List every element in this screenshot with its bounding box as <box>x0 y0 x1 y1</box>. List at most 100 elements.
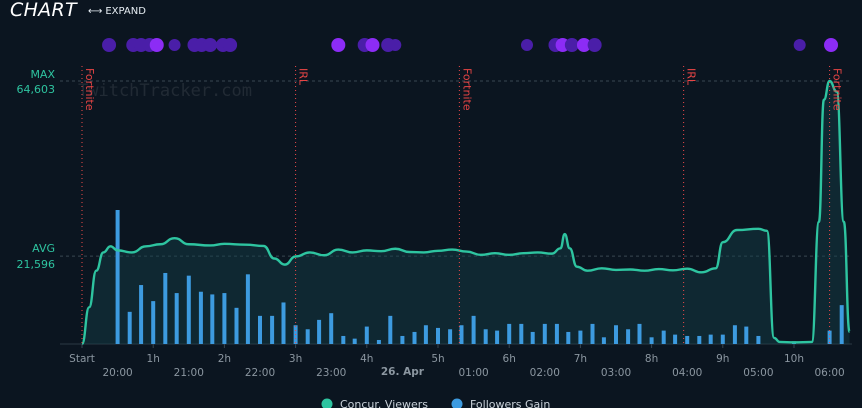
legend-item-followers[interactable]: Followers Gain <box>451 398 551 408</box>
followers-bar[interactable] <box>483 329 488 344</box>
followers-bar[interactable] <box>685 335 690 344</box>
followers-bar[interactable] <box>317 319 322 344</box>
legend-viewers-label: Concur. Viewers <box>340 398 428 408</box>
followers-bar[interactable] <box>756 335 761 344</box>
followers-bar[interactable] <box>614 325 618 344</box>
followers-bar[interactable] <box>673 334 678 344</box>
followers-bar[interactable] <box>115 210 120 344</box>
followers-bar[interactable] <box>376 339 381 344</box>
clock-tick-label: 20:00 <box>102 367 132 379</box>
followers-bar[interactable] <box>222 293 227 344</box>
clock-tick-label: 23:00 <box>316 367 346 379</box>
followers-bar[interactable] <box>661 330 666 344</box>
viewers-area <box>82 81 850 344</box>
followers-bar[interactable] <box>174 293 179 344</box>
event-dot[interactable] <box>223 38 238 52</box>
followers-bar[interactable] <box>245 274 250 344</box>
category-marker-label: Fortnite <box>460 68 473 111</box>
followers-bar[interactable] <box>234 307 239 344</box>
legend-followers-label: Followers Gain <box>470 398 550 408</box>
followers-bar[interactable] <box>530 331 535 344</box>
followers-bar[interactable] <box>649 337 654 344</box>
followers-bar[interactable] <box>388 315 393 344</box>
event-dot[interactable] <box>564 38 579 52</box>
followers-bar[interactable] <box>198 291 203 344</box>
followers-bar[interactable] <box>459 325 464 344</box>
followers-bar[interactable] <box>495 330 500 344</box>
expand-label: EXPAND <box>105 6 146 17</box>
category-marker-label: IRL <box>685 68 698 86</box>
duration-tick-label: 3h <box>289 353 302 365</box>
clock-tick-label: 02:00 <box>530 367 560 379</box>
duration-tick-label: 10h <box>784 353 804 365</box>
expand-button[interactable]: ⟷ EXPAND <box>88 6 146 17</box>
event-dot[interactable] <box>168 39 181 51</box>
followers-bar[interactable] <box>507 323 512 344</box>
followers-bar[interactable] <box>578 330 583 344</box>
event-dot[interactable] <box>824 38 839 52</box>
followers-bar[interactable] <box>400 335 405 344</box>
event-dot[interactable] <box>587 38 602 52</box>
duration-tick-label: 1h <box>147 353 160 365</box>
followers-bar[interactable] <box>839 305 844 344</box>
event-dot[interactable] <box>793 39 806 51</box>
followers-bar[interactable] <box>352 338 357 344</box>
followers-bar[interactable] <box>566 331 571 344</box>
legend-item-viewers[interactable]: Concur. Viewers <box>321 398 429 408</box>
followers-bar[interactable] <box>341 335 346 344</box>
max-value: 64,603 <box>17 83 56 96</box>
chart-title: CHART <box>10 0 77 21</box>
followers-bar[interactable] <box>412 331 417 344</box>
followers-bar[interactable] <box>305 329 310 344</box>
followers-bar[interactable] <box>163 272 168 344</box>
event-dot[interactable] <box>149 38 164 52</box>
event-dot[interactable] <box>521 39 533 51</box>
avg-value: 21,596 <box>17 258 56 271</box>
clock-tick-label: 22:00 <box>245 367 275 379</box>
followers-bar[interactable] <box>210 294 215 344</box>
followers-bar[interactable] <box>258 315 262 344</box>
followers-bar[interactable] <box>186 275 191 344</box>
followers-bar[interactable] <box>590 323 595 344</box>
followers-bar[interactable] <box>626 329 631 344</box>
event-dots <box>102 38 839 52</box>
event-dot[interactable] <box>389 39 402 51</box>
duration-tick-label: 7h <box>574 353 587 365</box>
duration-tick-label: 9h <box>716 353 729 365</box>
clock-tick-label: 01:00 <box>458 367 488 379</box>
followers-bar[interactable] <box>542 323 547 344</box>
followers-bar[interactable] <box>554 323 559 344</box>
event-dot[interactable] <box>331 38 346 52</box>
followers-bar[interactable] <box>732 325 737 344</box>
x-axis: Start 1h 2h 3h 4h 5h 6h 7h 8h 9h 10h 20:00 21:00 22:0… <box>69 344 845 379</box>
followers-bar[interactable] <box>281 302 286 344</box>
event-dot[interactable] <box>365 38 380 52</box>
duration-tick-label: 4h <box>360 353 373 365</box>
event-dot[interactable] <box>203 38 218 52</box>
followers-bar[interactable] <box>744 326 749 344</box>
followers-bar[interactable] <box>127 311 132 344</box>
duration-tick-label: 8h <box>645 353 658 365</box>
followers-bar[interactable] <box>601 337 606 344</box>
followers-bar[interactable] <box>364 326 369 344</box>
followers-bar[interactable] <box>519 323 524 344</box>
event-dot[interactable] <box>576 38 591 52</box>
followers-bar[interactable] <box>329 313 334 344</box>
followers-bar[interactable] <box>720 334 725 344</box>
watermark: TwitchTracker.com <box>78 81 252 101</box>
followers-bar[interactable] <box>697 335 702 344</box>
followers-bar[interactable] <box>436 327 440 344</box>
viewers-area-fill <box>82 81 850 344</box>
followers-bar[interactable] <box>270 315 275 344</box>
followers-bar[interactable] <box>448 329 453 344</box>
followers-bar[interactable] <box>708 334 713 344</box>
event-dot[interactable] <box>102 38 117 52</box>
followers-bar[interactable] <box>151 301 156 344</box>
followers-bar[interactable] <box>423 325 428 344</box>
followers-bar[interactable] <box>471 315 476 344</box>
followers-bar[interactable] <box>637 323 642 344</box>
viewers-line-path[interactable] <box>80 79 851 346</box>
followers-bar[interactable] <box>827 330 832 344</box>
followers-bar[interactable] <box>139 285 144 344</box>
